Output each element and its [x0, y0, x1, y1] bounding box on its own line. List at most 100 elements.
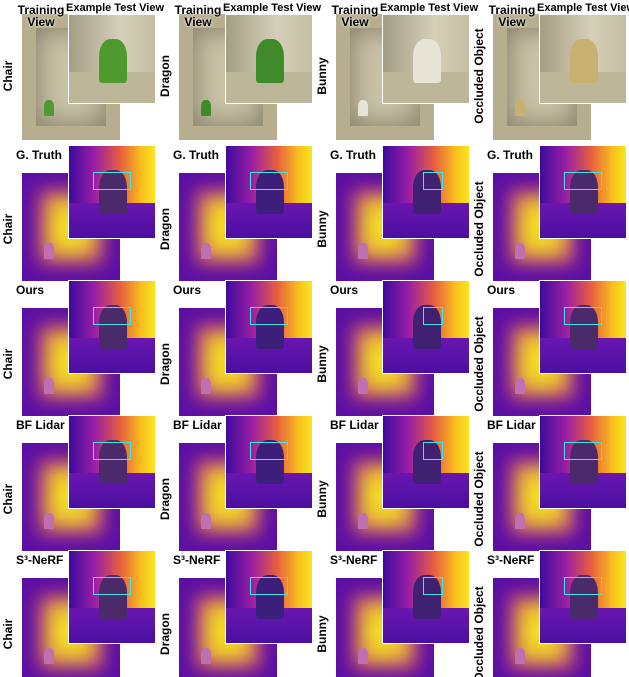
- panel: BF Lidar Chair: [0, 415, 157, 551]
- small-object: [358, 100, 368, 116]
- highlight-box: [93, 172, 131, 190]
- inset-view: [539, 14, 627, 104]
- small-object: [358, 243, 368, 259]
- highlight-box: [564, 172, 602, 190]
- panel: Ours Occluded Object: [471, 280, 628, 416]
- highlight-box: [250, 172, 288, 190]
- inset-view: [539, 415, 627, 509]
- row-label: S³-NeRF: [173, 553, 221, 567]
- column-label: Chair: [1, 483, 15, 515]
- column-label: Dragon: [158, 613, 172, 655]
- panel: BF Lidar Dragon: [157, 415, 314, 551]
- panel: G. Truth Bunny: [314, 145, 471, 281]
- small-object: [201, 378, 211, 394]
- highlight-box: [564, 577, 602, 595]
- inset-view: [225, 415, 313, 509]
- object: [413, 305, 441, 349]
- panel: G. Truth Dragon: [157, 145, 314, 281]
- highlight-box: [564, 442, 602, 460]
- row-label: G. Truth: [487, 148, 533, 162]
- row-label: Ours: [173, 283, 202, 297]
- panel: S³-NeRF Occluded Object: [471, 550, 628, 677]
- column-label: Bunny: [315, 480, 329, 518]
- row-label: Training View: [174, 3, 222, 29]
- column-label: Chair: [1, 213, 15, 245]
- inset-view: [539, 280, 627, 374]
- small-object: [44, 100, 54, 116]
- column-label: Chair: [1, 60, 15, 92]
- small-object: [515, 243, 525, 259]
- inset-view: [225, 14, 313, 104]
- highlight-box: [250, 442, 288, 460]
- row-label: Training View: [488, 3, 536, 29]
- highlight-box: [423, 577, 443, 595]
- inset-label: Example Test View: [537, 2, 629, 14]
- small-object: [44, 513, 54, 529]
- small-object: [358, 513, 368, 529]
- inset-view: [225, 550, 313, 644]
- small-object: [201, 513, 211, 529]
- column-label: Occluded Object: [472, 181, 486, 277]
- small-object: [515, 648, 525, 664]
- object: [570, 575, 598, 619]
- small-object: [358, 648, 368, 664]
- inset-view: [382, 550, 470, 644]
- panel: Ours Bunny: [314, 280, 471, 416]
- object: [413, 170, 441, 214]
- object: [256, 440, 284, 484]
- small-object: [201, 648, 211, 664]
- column-label: Bunny: [315, 210, 329, 248]
- column-label: Dragon: [158, 478, 172, 520]
- highlight-box: [564, 307, 602, 325]
- row-label: G. Truth: [173, 148, 219, 162]
- inset-view: [382, 145, 470, 239]
- row-label: S³-NeRF: [16, 553, 64, 567]
- column-label: Occluded Object: [472, 451, 486, 547]
- column-label: Occluded Object: [472, 316, 486, 412]
- row-label: Ours: [330, 283, 359, 297]
- object: [256, 575, 284, 619]
- object: [413, 575, 441, 619]
- object: [256, 39, 284, 83]
- object: [99, 39, 127, 83]
- panel: S³-NeRF Dragon: [157, 550, 314, 677]
- highlight-box: [250, 307, 288, 325]
- inset-view: [539, 550, 627, 644]
- row-label: BF Lidar: [487, 418, 536, 432]
- panel: Training View Example Test View Chair: [0, 0, 164, 140]
- inset-view: [382, 14, 470, 104]
- object: [99, 170, 127, 214]
- highlight-box: [93, 577, 131, 595]
- highlight-box: [93, 442, 131, 460]
- small-object: [44, 378, 54, 394]
- panel: Training View Example Test View Dragon: [157, 0, 321, 140]
- panel: Ours Chair: [0, 280, 157, 416]
- row-label: BF Lidar: [173, 418, 222, 432]
- column-label: Dragon: [158, 208, 172, 250]
- panel: Training View Example Test View Occluded O…: [471, 0, 629, 140]
- highlight-box: [250, 577, 288, 595]
- row-label: Training View: [331, 3, 379, 29]
- small-object: [44, 648, 54, 664]
- inset-label: Example Test View: [66, 2, 165, 14]
- column-label: Dragon: [158, 343, 172, 385]
- column-label: Bunny: [315, 57, 329, 95]
- row-label: BF Lidar: [330, 418, 379, 432]
- row-label: Ours: [487, 283, 516, 297]
- object: [256, 170, 284, 214]
- inset-view: [225, 145, 313, 239]
- object: [413, 39, 441, 83]
- small-object: [358, 378, 368, 394]
- object: [413, 440, 441, 484]
- column-label: Bunny: [315, 615, 329, 653]
- highlight-box: [423, 442, 443, 460]
- object: [99, 440, 127, 484]
- small-object: [515, 378, 525, 394]
- row-label: S³-NeRF: [330, 553, 378, 567]
- object: [99, 305, 127, 349]
- object: [570, 170, 598, 214]
- inset-view: [382, 415, 470, 509]
- inset-view: [68, 14, 156, 104]
- highlight-box: [93, 307, 131, 325]
